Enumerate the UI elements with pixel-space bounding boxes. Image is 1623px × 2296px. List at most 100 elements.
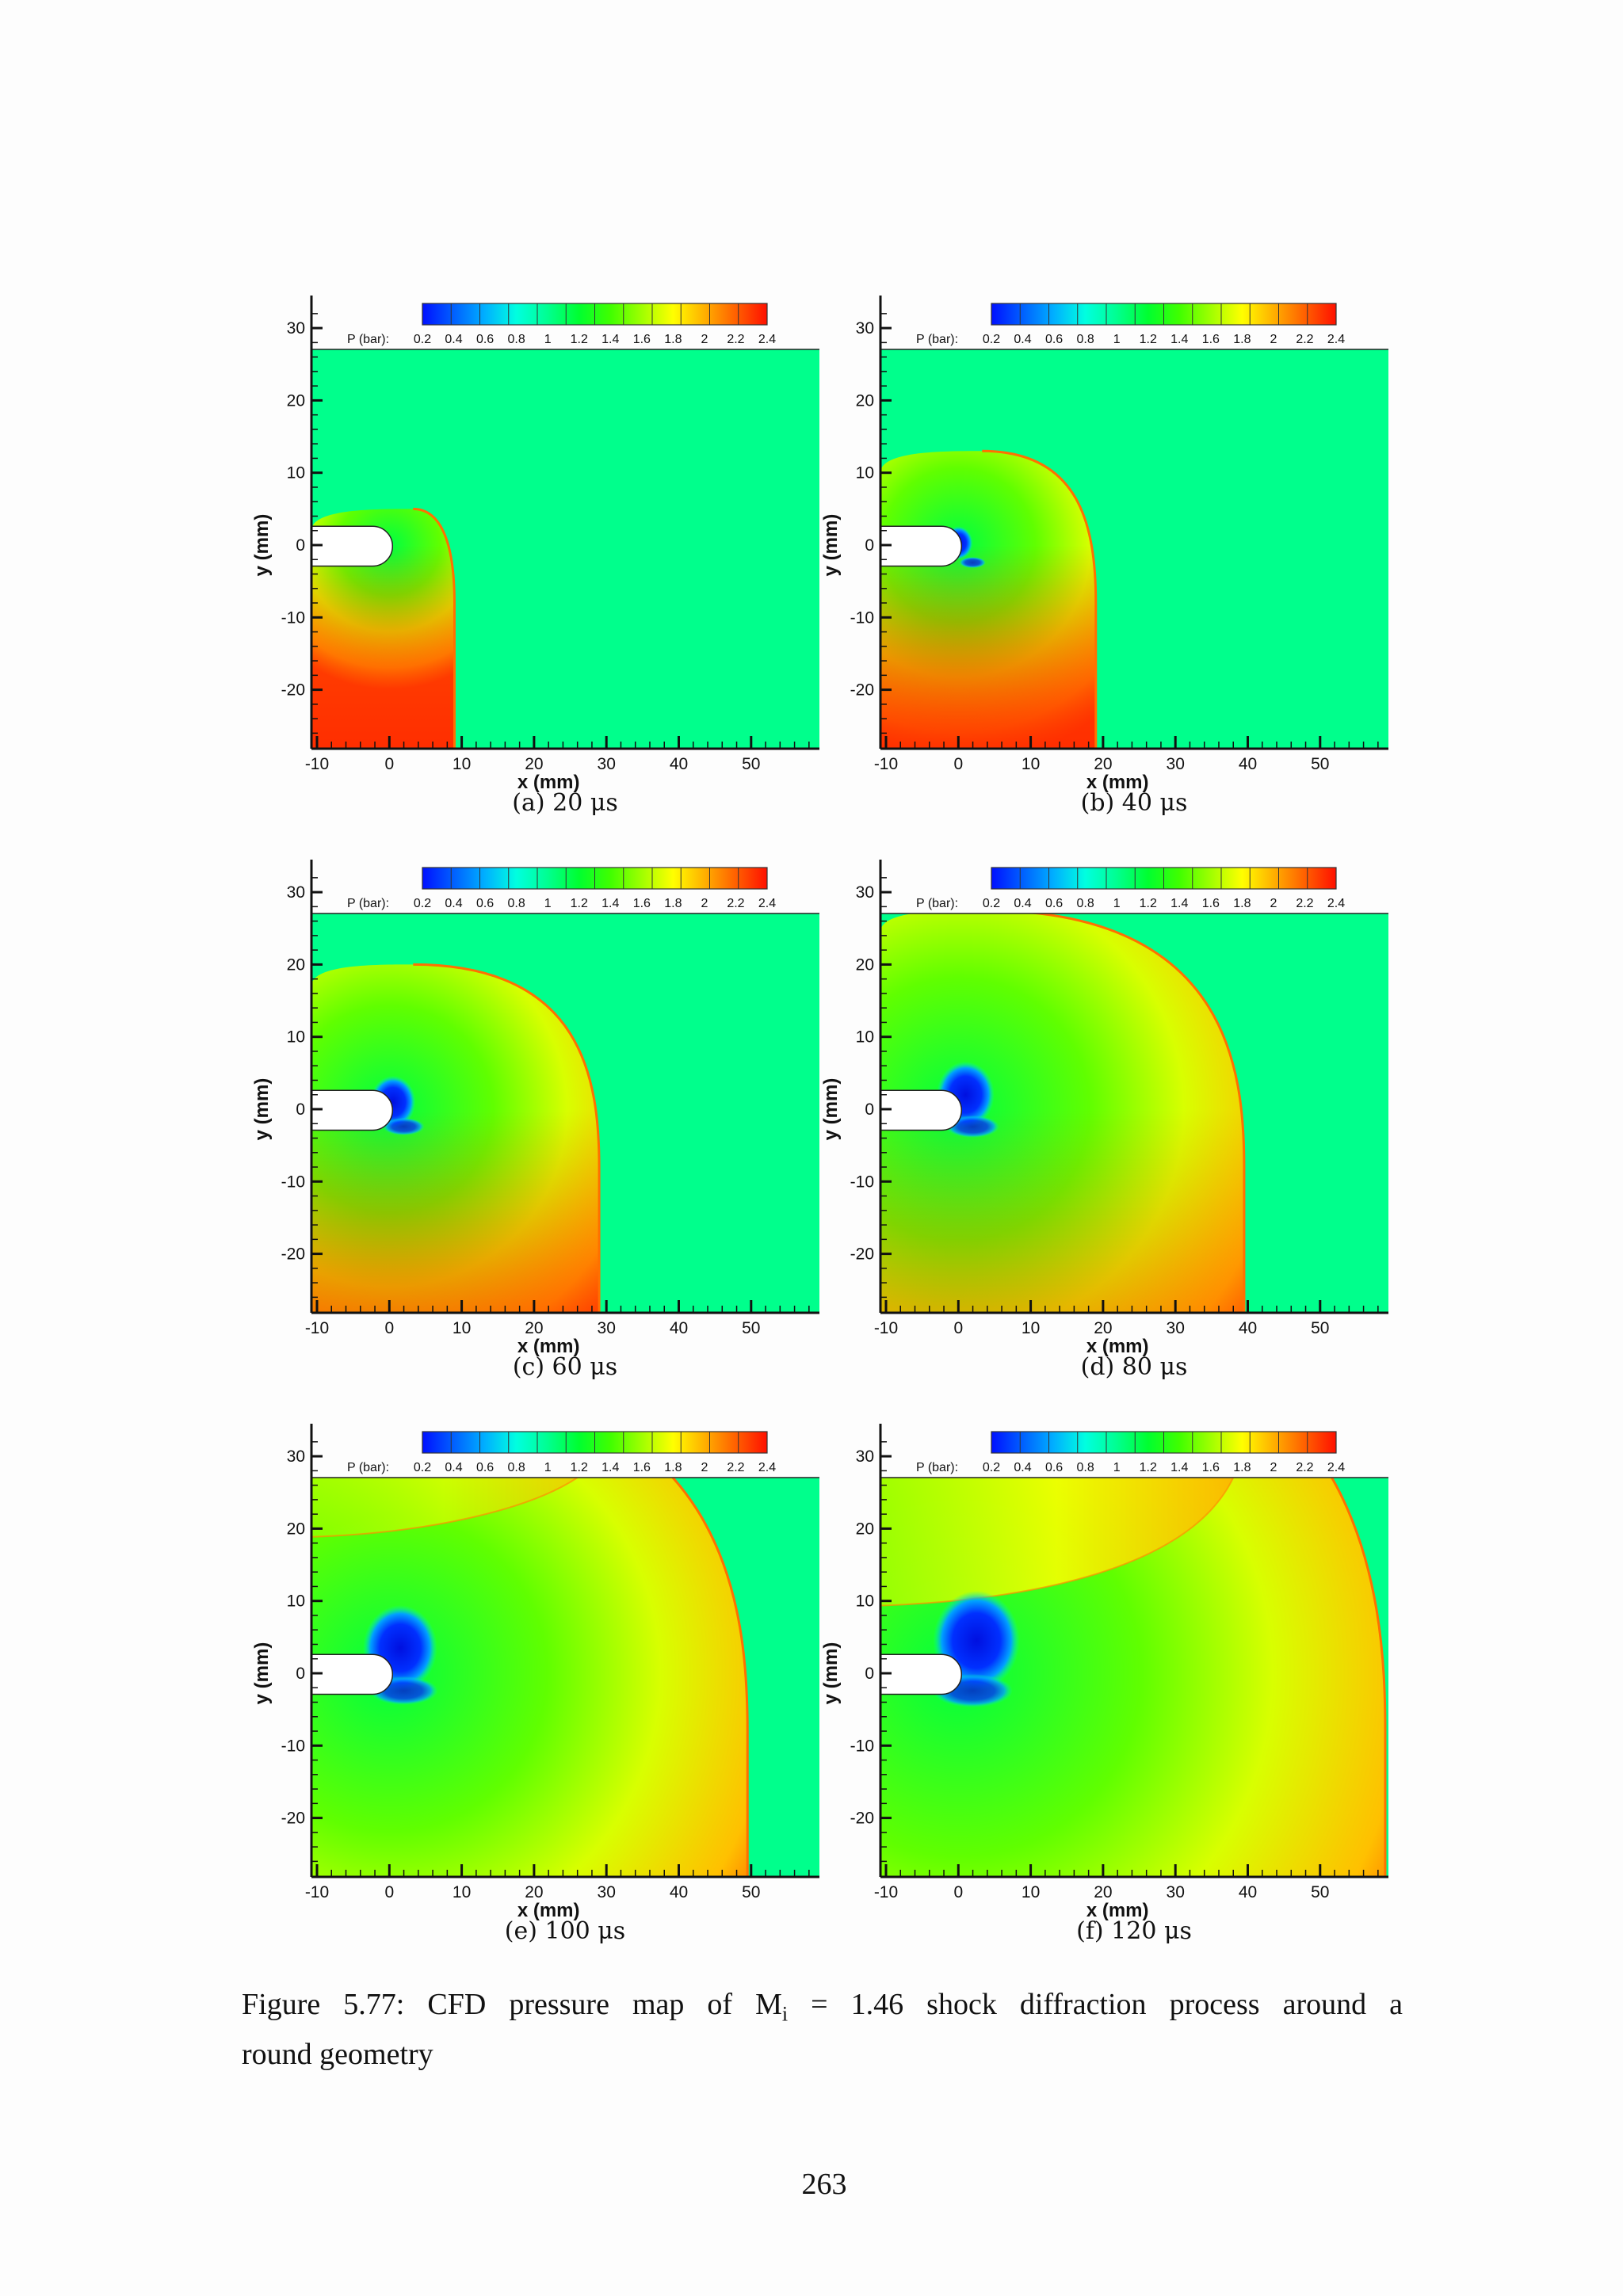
colorbar-tick-label: 1.2 [1140, 897, 1157, 910]
colorbar-tick-label: 1.2 [571, 333, 588, 346]
x-tick-label: 20 [525, 1883, 543, 1901]
x-tick-label: 40 [1239, 1883, 1257, 1901]
colorbar-tick-label: 1.8 [664, 897, 682, 910]
x-tick-label: 0 [953, 1883, 963, 1901]
x-tick-label: 20 [525, 1319, 543, 1337]
colorbar-tick-label: 0.4 [445, 333, 462, 346]
colorbar-tick-label: 0.8 [1077, 1461, 1094, 1474]
colorbar [422, 867, 768, 890]
y-tick-label: 0 [865, 1665, 874, 1683]
colorbar-tick-label: 2 [1270, 1461, 1277, 1474]
colorbar-tick-label: 1 [544, 897, 552, 910]
x-tick-label: 50 [1311, 1883, 1329, 1901]
x-tick-label: 30 [1167, 1319, 1185, 1337]
colorbar-tick-label: 0.2 [983, 897, 1000, 910]
colorbar-tick-label: 1.2 [571, 1461, 588, 1474]
y-tick-label: -10 [850, 1173, 874, 1191]
panel-b: 30 20 10 0 -10 -20 -10 0 10 20 30 40 50 x (mm) y (mm) P… [817, 278, 1388, 833]
x-axis-title: x (mm) [1086, 1336, 1149, 1357]
y-axis-title: y (mm) [251, 1078, 273, 1141]
colorbar-tick-label: 1.8 [1233, 1461, 1251, 1474]
colorbar-tick-label: 2.4 [758, 333, 776, 346]
colorbar-tick-label: 0.6 [1045, 1461, 1063, 1474]
colorbar-label: P (bar): [347, 897, 389, 910]
x-tick-label: 0 [384, 755, 394, 773]
page-number: 263 [801, 2168, 847, 2201]
x-tick-label: 10 [1022, 1319, 1040, 1337]
colorbar-label: P (bar): [916, 1461, 958, 1474]
y-tick-label: 30 [287, 1447, 305, 1466]
colorbar-tick-label: 1.4 [1170, 1461, 1188, 1474]
panel-f: 30 20 10 0 -10 -20 -10 0 10 20 30 40 50 x (mm) y (mm) P… [817, 1406, 1388, 1961]
colorbar-tick-label: 0.6 [1045, 333, 1063, 346]
y-tick-label: 0 [296, 1665, 305, 1683]
colorbar-tick-label: 0.8 [508, 897, 525, 910]
colorbar [422, 303, 768, 326]
x-axis-title: x (mm) [517, 1336, 580, 1357]
colorbar-tick-label: 1.6 [1202, 333, 1220, 346]
pressure-map-f: 30 20 10 0 -10 -20 -10 0 10 20 30 40 50 x (mm) y (mm) P… [820, 1424, 1388, 1921]
subfigure-caption-e: (e) 100 μs [504, 1917, 626, 1945]
x-tick-label: 20 [1094, 1319, 1112, 1337]
x-tick-label: -10 [305, 755, 329, 773]
y-tick-label: -20 [281, 1245, 305, 1264]
y-tick-label: -10 [281, 1737, 305, 1755]
colorbar-tick-label: 1.4 [601, 897, 619, 910]
y-tick-label: 10 [856, 1592, 874, 1611]
subfigure-caption-a: (a) 20 μs [512, 789, 618, 817]
y-tick-label: -20 [850, 1810, 874, 1828]
y-tick-label: 0 [865, 536, 874, 555]
colorbar-tick-label: 1.6 [1202, 897, 1220, 910]
y-tick-label: 20 [287, 955, 305, 974]
y-axis-title: y (mm) [251, 1642, 273, 1705]
colorbar-tick-label: 2.2 [1296, 333, 1313, 346]
colorbar-tick-label: 0.6 [476, 333, 494, 346]
colorbar-tick-label: 2 [1270, 333, 1277, 346]
colorbar-tick-label: 1.6 [633, 1461, 651, 1474]
y-tick-label: -10 [850, 1737, 874, 1755]
y-tick-label: 0 [296, 536, 305, 555]
colorbar-tick-label: 1 [544, 1461, 552, 1474]
colorbar [991, 867, 1337, 890]
y-tick-label: 20 [856, 1520, 874, 1538]
x-tick-label: 30 [1167, 1883, 1185, 1901]
colorbar-tick-label: 0.4 [1014, 897, 1031, 910]
colorbar-tick-label: 2 [701, 897, 708, 910]
x-tick-label: 20 [525, 755, 543, 773]
y-tick-label: 0 [865, 1100, 874, 1119]
colorbar-tick-label: 1.8 [1233, 333, 1251, 346]
y-tick-label: 10 [287, 1592, 305, 1611]
colorbar-label: P (bar): [916, 333, 958, 346]
x-tick-label: -10 [874, 755, 898, 773]
subfigure-caption-b: (b) 40 μs [1080, 789, 1188, 817]
x-tick-label: 50 [742, 1319, 760, 1337]
y-tick-label: 10 [287, 1028, 305, 1047]
colorbar-tick-label: 0.2 [414, 333, 431, 346]
x-tick-label: 40 [1239, 755, 1257, 773]
y-tick-label: 30 [287, 883, 305, 902]
x-tick-label: -10 [305, 1883, 329, 1901]
x-tick-label: 30 [598, 1319, 616, 1337]
pressure-map-d: 30 20 10 0 -10 -20 -10 0 10 20 30 40 50 x (mm) y (mm) P… [820, 860, 1388, 1357]
x-tick-label: 10 [453, 1883, 471, 1901]
colorbar-tick-label: 0.4 [1014, 333, 1031, 346]
y-tick-label: 10 [287, 464, 305, 482]
y-tick-label: 10 [856, 1028, 874, 1047]
y-axis-title: y (mm) [820, 1642, 842, 1705]
x-tick-label: 0 [384, 1883, 394, 1901]
colorbar [422, 1431, 768, 1454]
y-tick-label: 20 [856, 955, 874, 974]
colorbar-tick-label: 1.2 [571, 897, 588, 910]
colorbar-tick-label: 0.8 [508, 1461, 525, 1474]
y-axis-title: y (mm) [820, 1078, 842, 1141]
colorbar-tick-label: 2.4 [758, 1461, 776, 1474]
colorbar-tick-label: 0.2 [414, 897, 431, 910]
y-tick-label: 30 [856, 319, 874, 338]
y-tick-label: 20 [856, 391, 874, 410]
x-tick-label: 0 [953, 1319, 963, 1337]
colorbar-tick-label: 0.2 [983, 1461, 1000, 1474]
colorbar-tick-label: 1.8 [1233, 897, 1251, 910]
subfigure-caption-c: (c) 60 μs [512, 1353, 618, 1381]
x-tick-label: 10 [453, 1319, 471, 1337]
subfigure-caption-f: (f) 120 μs [1076, 1917, 1192, 1945]
